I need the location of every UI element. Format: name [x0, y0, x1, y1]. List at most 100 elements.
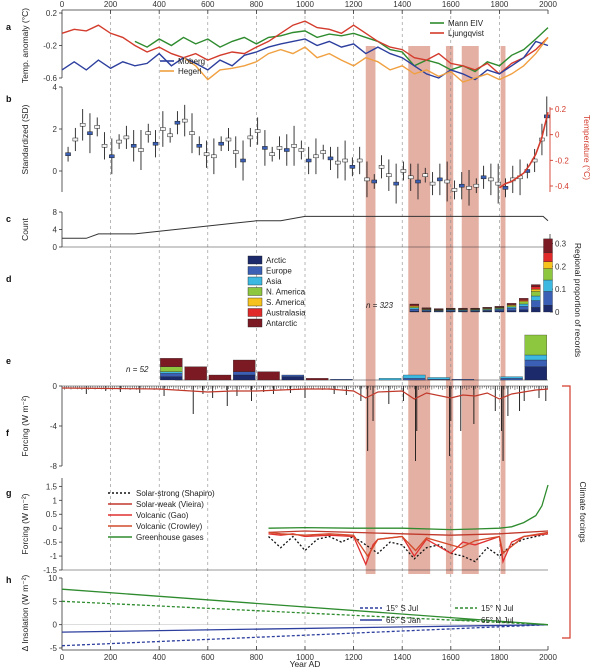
data-point	[488, 177, 494, 182]
bottom-tick-label: 1200	[345, 653, 363, 662]
y-axis-label-h: Δ Insolation (W m⁻²)	[20, 574, 30, 651]
data-point	[276, 146, 283, 150]
bar-d-antarctic	[543, 238, 553, 253]
legend-label-a: Hegerl	[178, 67, 202, 76]
bar-e-asia	[427, 377, 450, 380]
panel-letter-a: a	[6, 22, 12, 32]
data-point	[284, 148, 290, 152]
data-point	[342, 158, 348, 163]
bar-d-europe	[531, 300, 541, 308]
right-tick-label-b: 0	[555, 131, 560, 140]
x-axis-label: Year AD	[290, 659, 321, 668]
legend-label-d: Antarctic	[266, 319, 297, 328]
data-point	[160, 127, 166, 131]
bar-d-arctic	[519, 309, 529, 313]
data-point	[269, 152, 275, 156]
y-axis-label-a: Temp. anomaly (°C)	[20, 8, 30, 83]
bar-d-n-america	[531, 291, 541, 297]
legend-swatch-d	[247, 297, 263, 307]
series-line-moberg	[61, 38, 549, 81]
right-tick-label-b: -0.2	[555, 156, 569, 165]
legend-label-g: Greenhouse gases	[136, 533, 204, 542]
data-point	[211, 154, 217, 159]
data-point	[458, 183, 465, 188]
y-tick-label-h: 0	[53, 621, 58, 630]
bar-d-n-america	[519, 301, 529, 305]
bar-d-n-america	[409, 306, 420, 309]
y-axis-label-c: Count	[20, 218, 30, 241]
legend-label-g: Volcanic (Crowley)	[136, 522, 203, 531]
y-tick-label-g: 1.5	[46, 482, 58, 491]
data-point	[364, 177, 370, 182]
top-tick-label: 400	[153, 0, 167, 9]
data-point	[145, 131, 152, 135]
bar-d-asia	[409, 307, 420, 310]
bottom-tick-label: 600	[201, 653, 215, 662]
data-point	[79, 123, 86, 127]
series-line-15-n-jul	[61, 600, 549, 626]
bar-e-europe	[330, 379, 353, 381]
top-tick-label: 2000	[539, 0, 557, 9]
smoothed-forcing-line	[61, 387, 549, 400]
bar-d-arctic	[506, 310, 517, 313]
top-tick-label: 0	[60, 0, 65, 9]
legend-label-d: Australasia	[266, 309, 306, 318]
bar-e-antarctic	[160, 358, 183, 367]
panel-letter-d: d	[6, 274, 12, 284]
annotation-d: n = 323	[366, 301, 393, 310]
data-point	[327, 156, 334, 161]
count-line	[62, 215, 549, 239]
data-point	[138, 148, 144, 152]
bar-e-antarctic	[233, 359, 256, 372]
data-point	[349, 165, 356, 169]
data-point	[225, 137, 232, 142]
y-tick-label-h: 10	[48, 574, 57, 583]
bar-d-europe	[409, 309, 420, 312]
data-point	[371, 179, 378, 184]
data-point	[291, 144, 297, 148]
data-point	[94, 125, 100, 129]
data-point	[422, 173, 429, 177]
legend-label-a: Moberg	[178, 57, 205, 66]
y-tick-label-a: 0.2	[46, 9, 58, 18]
right-tick-label-b: 0.2	[555, 105, 567, 114]
right-tick-label-d: 0.3	[555, 239, 567, 248]
bar-e-europe	[451, 379, 475, 381]
panel-letter-e: e	[6, 356, 11, 366]
bar-d-asia	[543, 279, 553, 292]
data-point	[240, 158, 246, 163]
axes-layer: 0020020040040060060080080010001000120012…	[20, 0, 590, 668]
y-axis-label-g: Forcing (W m⁻²)	[20, 493, 30, 554]
data-point	[466, 186, 472, 190]
data-point	[116, 139, 122, 144]
top-tick-label: 1000	[296, 0, 314, 9]
data-point	[152, 141, 159, 146]
bar-e-europe	[524, 359, 547, 367]
bar-d-antarctic	[519, 298, 529, 300]
series-line-volcanic-crowley-	[268, 531, 549, 558]
bar-e-asia	[524, 354, 547, 361]
legend-label-g: Solar-strong (Shapiro)	[136, 489, 215, 498]
legend-swatch-d	[247, 287, 263, 296]
shaded-period-3	[461, 46, 479, 574]
legend-label-g: Volcanic (Gao)	[136, 511, 189, 520]
legend-label-d: S. America	[266, 298, 305, 307]
y-tick-label-g: 0	[53, 524, 58, 533]
bar-e-europe	[233, 371, 256, 376]
y-tick-label-f: 0	[53, 382, 58, 391]
century-gridlines	[110, 10, 500, 650]
legend-swatch-d	[247, 308, 263, 317]
panel-letter-g: g	[6, 488, 12, 498]
series-line-ljungqvist	[61, 20, 549, 75]
bar-e-antarctic	[184, 366, 207, 381]
top-tick-label: 1400	[393, 0, 411, 9]
data-point	[400, 169, 407, 173]
bar-e-europe	[500, 378, 523, 381]
legend-label-d: Asia	[266, 277, 282, 286]
legend-swatch-d	[247, 276, 263, 286]
bottom-tick-label: 1400	[393, 653, 411, 662]
data-point	[313, 154, 319, 159]
data-point	[393, 181, 399, 186]
top-tick-label: 800	[250, 0, 264, 9]
